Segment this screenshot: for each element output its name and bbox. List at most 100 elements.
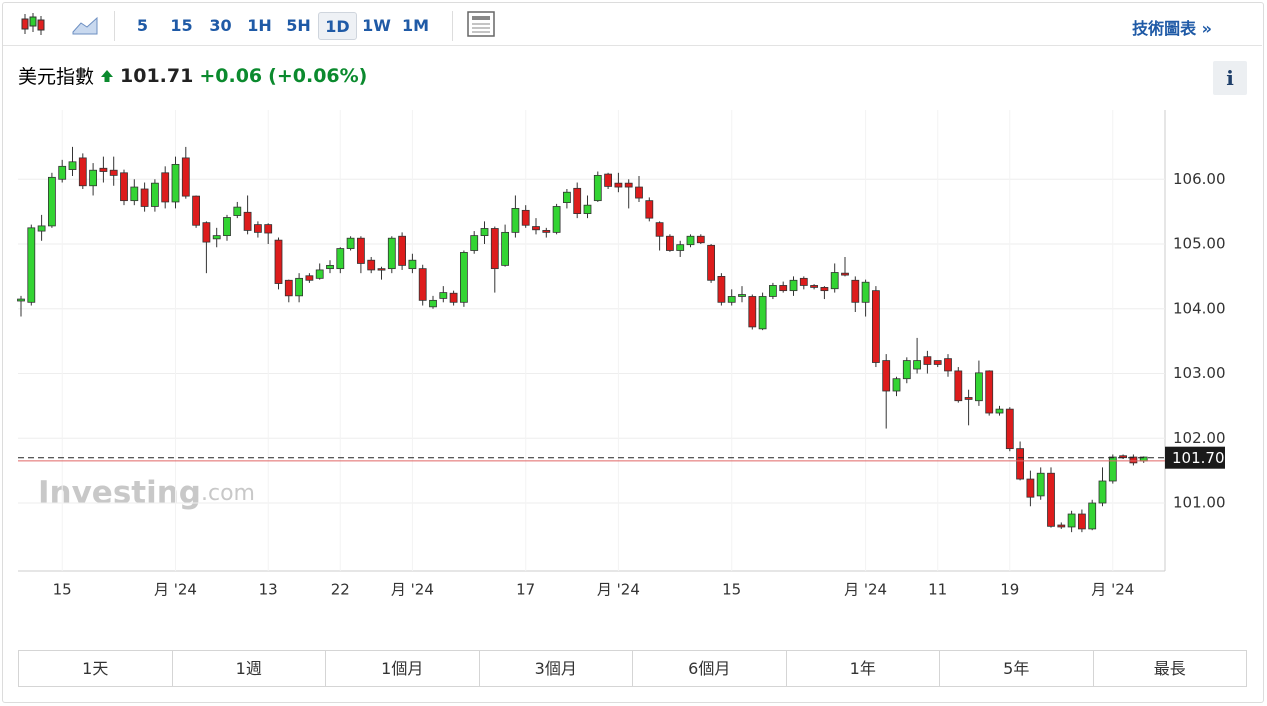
candle-body	[140, 188, 149, 207]
candle-body	[346, 237, 355, 249]
layout-icon[interactable]	[466, 10, 496, 38]
info-button[interactable]: i	[1213, 61, 1247, 95]
candle	[676, 240, 685, 257]
candle	[799, 276, 808, 290]
candle	[501, 224, 510, 267]
candle	[109, 156, 118, 186]
candle-body	[789, 279, 798, 292]
candle-body	[542, 230, 551, 233]
candle-body	[1016, 448, 1024, 480]
candle-body	[192, 195, 201, 226]
interval-button[interactable]: 30	[209, 16, 232, 35]
candle-body	[1057, 524, 1066, 528]
candle	[1026, 470, 1035, 507]
candle-body	[1047, 472, 1055, 527]
candle-body	[1026, 478, 1035, 498]
candle-body	[356, 237, 365, 264]
x-tick-label: 月 '24	[154, 581, 197, 599]
candle-body	[624, 182, 633, 188]
area-icon[interactable]	[70, 10, 100, 38]
candle-body	[748, 296, 757, 328]
candle-body	[861, 281, 870, 303]
candle-body	[1036, 472, 1045, 497]
interval-button[interactable]: 5	[136, 16, 149, 35]
candle	[738, 286, 746, 303]
y-tick-label: 102.00	[1173, 429, 1226, 447]
candle	[933, 360, 942, 368]
range-button[interactable]: 最長	[1092, 651, 1247, 686]
candle	[923, 350, 932, 374]
candle	[995, 405, 1004, 416]
candle	[872, 286, 880, 368]
x-tick-label: 11	[928, 581, 947, 599]
candle	[459, 250, 468, 307]
price: 101.71	[120, 64, 194, 87]
instrument-name: 美元指數	[18, 66, 95, 88]
candle	[913, 337, 921, 374]
candle-body	[985, 370, 994, 414]
candle	[181, 146, 190, 199]
range-button[interactable]: 6個月	[632, 651, 786, 686]
candle-body	[902, 360, 911, 380]
candle-body	[78, 157, 87, 187]
candle	[944, 354, 952, 377]
range-button[interactable]: 5年	[939, 651, 1093, 686]
candle-body	[150, 182, 159, 207]
candle-body	[563, 191, 571, 203]
candle	[563, 188, 571, 209]
candle	[861, 279, 870, 317]
candle	[470, 231, 479, 254]
interval-button[interactable]: 1M	[401, 16, 430, 35]
interval-button[interactable]: 1H	[247, 16, 272, 35]
range-button[interactable]: 1年	[785, 651, 940, 686]
candle	[882, 354, 891, 429]
candle	[120, 169, 128, 206]
candle	[233, 201, 242, 219]
interval-button[interactable]: 15	[170, 16, 193, 35]
candle	[58, 159, 67, 183]
candle	[78, 153, 87, 189]
candle-body	[810, 285, 818, 288]
separator	[114, 11, 115, 41]
candle	[274, 237, 283, 290]
candle-body	[1005, 408, 1014, 450]
range-button[interactable]: 3個月	[478, 651, 633, 686]
candle-body	[1088, 502, 1097, 530]
candle-body	[274, 239, 283, 284]
candle-body	[99, 167, 108, 172]
interval-button[interactable]: 1D	[318, 12, 357, 40]
candle	[68, 146, 77, 177]
interval-button[interactable]: 5H	[286, 16, 311, 35]
candle	[398, 232, 407, 270]
candle	[223, 214, 231, 241]
candle-body	[851, 279, 860, 303]
candle-body	[521, 209, 530, 226]
candle	[439, 286, 448, 303]
x-tick-label: 22	[331, 581, 350, 599]
watermark-suffix: .com	[201, 481, 255, 506]
candle	[150, 179, 159, 212]
candlestick-icon[interactable]	[17, 10, 47, 38]
candle-body	[892, 378, 901, 392]
candle	[573, 182, 582, 219]
tech-chart-link[interactable]: 技術圖表 »	[1132, 19, 1212, 38]
candle-body	[707, 244, 715, 281]
candle-body	[161, 172, 170, 203]
candle	[1047, 467, 1055, 528]
candle-body	[532, 226, 540, 231]
x-tick-label: 17	[516, 581, 535, 599]
candle-body	[954, 370, 963, 402]
candle-body	[635, 186, 643, 199]
interval-button[interactable]: 1W	[362, 16, 391, 35]
range-button[interactable]: 1個月	[325, 651, 479, 686]
range-button[interactable]: 1週	[171, 651, 326, 686]
candle-body	[202, 222, 211, 243]
candle	[583, 195, 592, 219]
range-button[interactable]: 1天	[82, 659, 109, 678]
candle	[686, 234, 695, 248]
candle	[161, 166, 170, 209]
candle	[820, 286, 829, 300]
candle	[666, 234, 674, 252]
candle	[27, 224, 36, 306]
